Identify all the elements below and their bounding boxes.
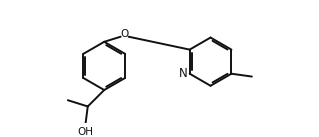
Text: OH: OH xyxy=(78,127,93,137)
Text: N: N xyxy=(179,67,187,80)
Text: O: O xyxy=(121,29,129,39)
